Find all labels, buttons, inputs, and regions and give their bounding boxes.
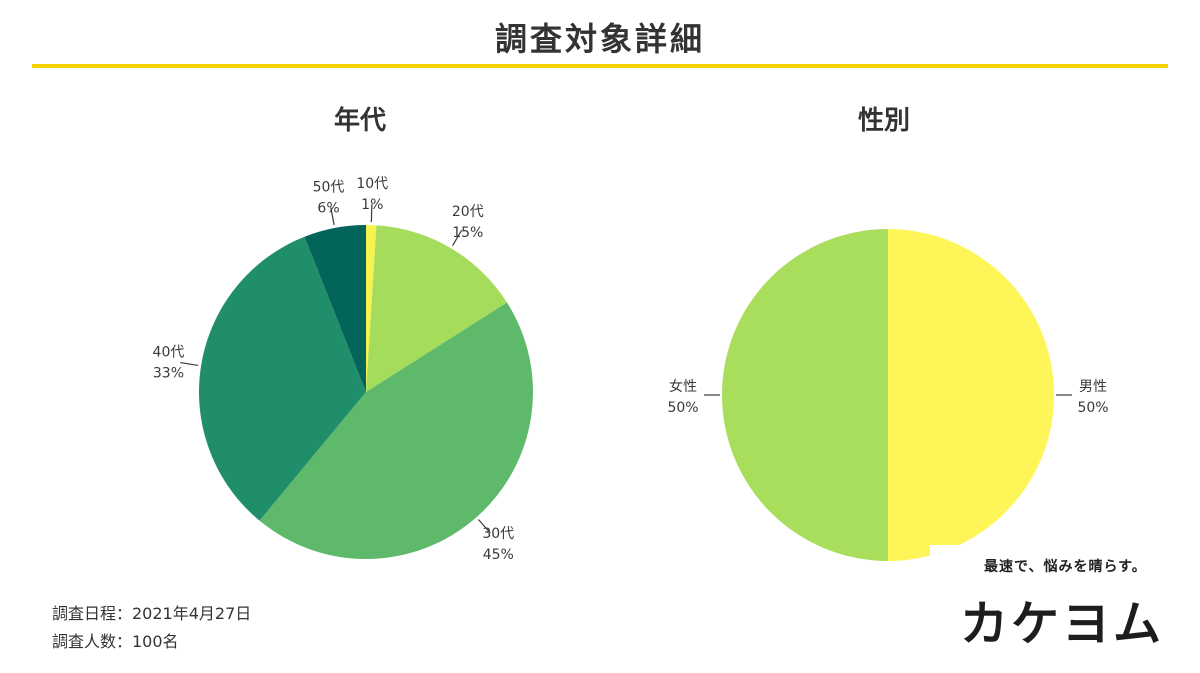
brand-logo-area <box>930 545 1200 673</box>
pie-0-leader-2 <box>477 519 491 534</box>
pie-0-slice-4 <box>304 225 366 392</box>
gender-chart-title: 性別 <box>857 106 910 136</box>
pie-1-slice-0 <box>888 229 1054 561</box>
title-rule <box>32 64 1168 68</box>
pie-0-leader-0 <box>370 204 373 223</box>
survey-respondents: 調査人数：100名 <box>52 632 179 651</box>
survey-date: 調査日程：2021年4月27日 <box>52 604 252 623</box>
pie-1-slice-1 <box>722 229 888 561</box>
pie-0-leader-3 <box>180 361 199 366</box>
page-title: 調査対象詳細 <box>494 20 705 58</box>
brand-tagline: 最速で、悩みを晴らす。 <box>984 559 1147 575</box>
pie-0-label-2: 30代 45% <box>482 526 514 563</box>
pie-1-label-1: 女性 50% <box>667 378 698 416</box>
pie-0-leader-4 <box>330 207 335 226</box>
pie-0-slice-2 <box>259 302 534 559</box>
age-chart-title: 年代 <box>333 106 386 136</box>
pie-0-leader-1 <box>452 229 463 246</box>
pie-0-slice-3 <box>199 236 366 521</box>
pie-0-label-4: 50代 6% <box>313 180 345 217</box>
pie-0-label-3: 40代 33% <box>153 345 185 382</box>
pie-0-label-0: 10代 1% <box>356 176 388 213</box>
brand-logo: カケヨム <box>960 596 1165 652</box>
pie-0-slice-1 <box>366 225 508 392</box>
pie-1-label-0: 男性 50% <box>1077 379 1108 416</box>
pie-0-label-1: 20代 15% <box>452 204 484 241</box>
pie-0-slice-0 <box>366 225 377 392</box>
